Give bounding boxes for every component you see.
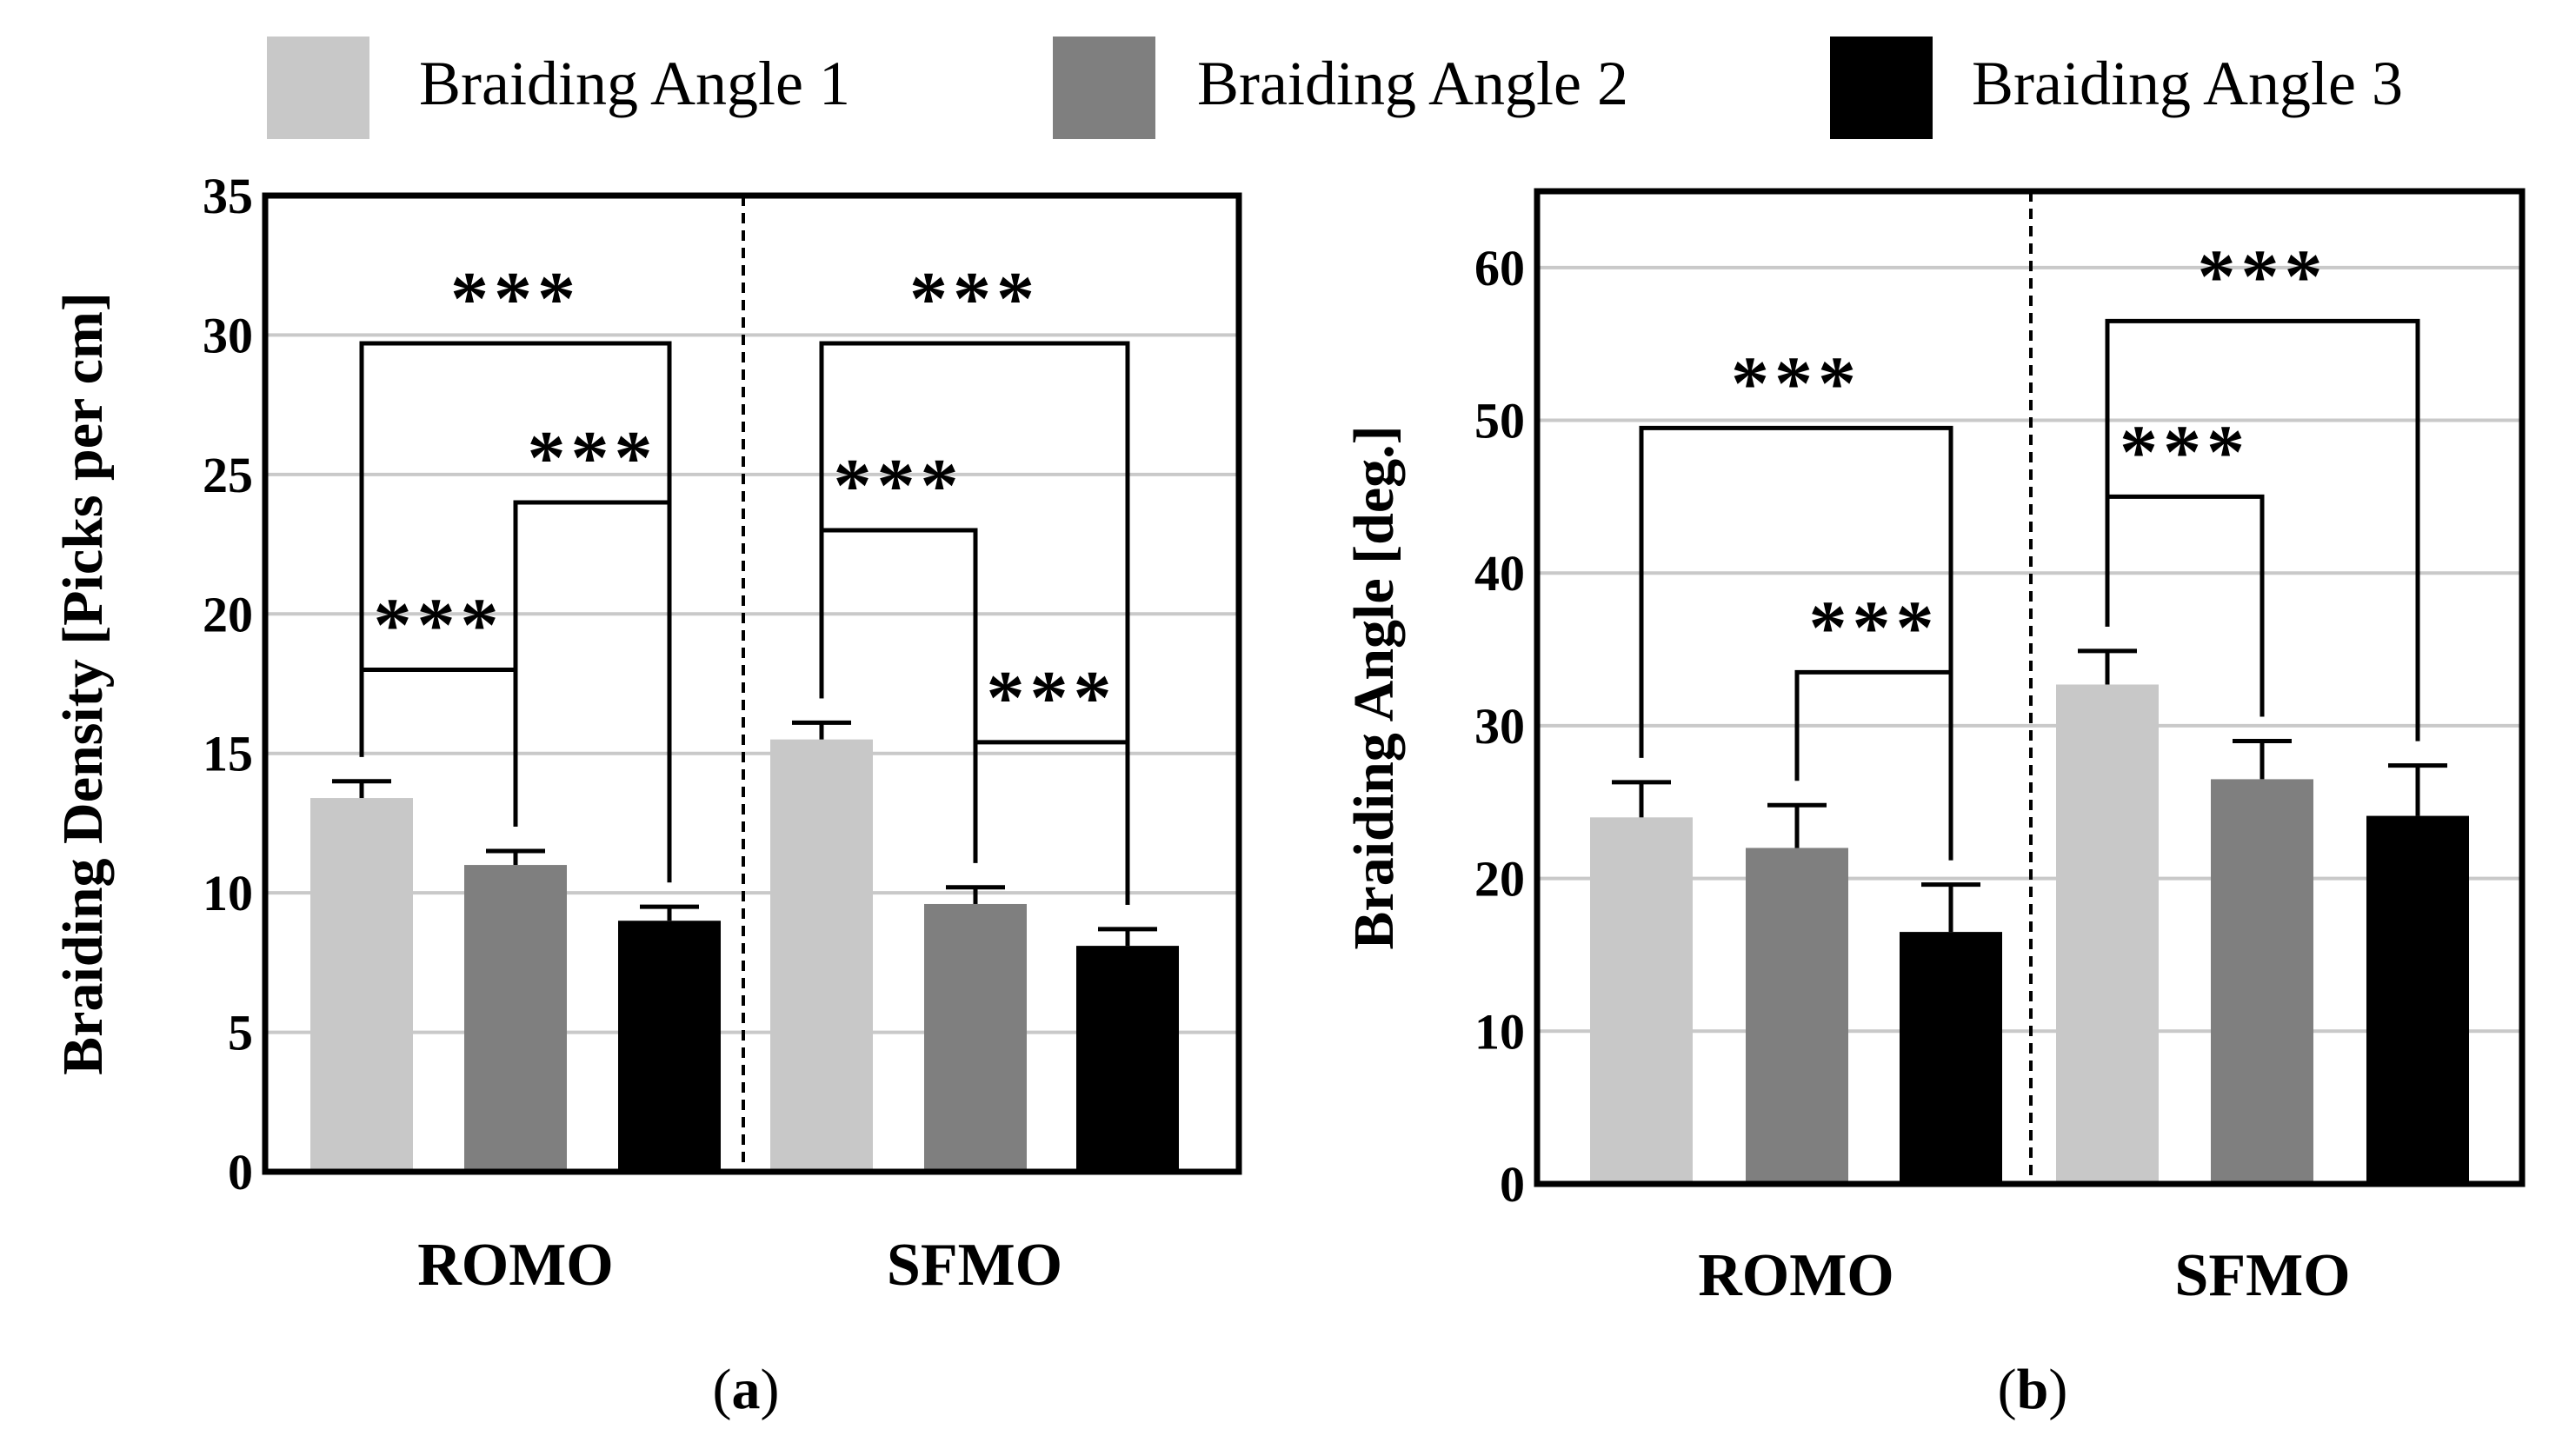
y-tick-label: 15 bbox=[203, 726, 253, 782]
significance-stars: *** bbox=[450, 257, 581, 342]
y-tick-label: 30 bbox=[203, 307, 253, 363]
significance-stars: *** bbox=[987, 656, 1117, 741]
bars bbox=[1590, 648, 2469, 1184]
significance-bracket bbox=[359, 341, 672, 883]
bar bbox=[310, 798, 413, 1172]
bar bbox=[2056, 684, 2159, 1184]
gridlines bbox=[1537, 265, 2522, 1034]
y-tick-label: 10 bbox=[1474, 1003, 1525, 1060]
bars bbox=[310, 720, 1179, 1172]
significance-stars: *** bbox=[528, 416, 658, 501]
legend-label-2: Braiding Angle 2 bbox=[1197, 49, 1628, 118]
bar bbox=[770, 739, 873, 1172]
bar bbox=[464, 865, 567, 1172]
panel-label: (a) bbox=[713, 1358, 780, 1421]
x-category-label: SFMO bbox=[2174, 1242, 2350, 1309]
panel-a: 0 5 10 15 20 25 30 35 Braiding Density [Picks pe… bbox=[51, 168, 1242, 1421]
x-category-label: ROMO bbox=[1698, 1242, 1894, 1309]
bar bbox=[1746, 848, 1848, 1184]
y-tick-label: 50 bbox=[1474, 393, 1525, 449]
y-tick-label: 10 bbox=[203, 865, 253, 921]
bar bbox=[2366, 815, 2469, 1184]
y-tick-label: 5 bbox=[228, 1005, 253, 1061]
y-tick-label: 25 bbox=[203, 447, 253, 503]
significance-bracket bbox=[819, 341, 1130, 905]
x-category-label: SFMO bbox=[887, 1232, 1062, 1299]
significance-bracket bbox=[973, 740, 1130, 905]
legend-swatch-2 bbox=[1053, 37, 1155, 139]
plot-frame bbox=[1534, 188, 2526, 1187]
significance-stars: *** bbox=[2120, 410, 2250, 495]
significance-stars: *** bbox=[1809, 586, 1940, 670]
significance-brackets: *** *** *** *** bbox=[1639, 235, 2420, 861]
panel-label-open: ( bbox=[1998, 1358, 2017, 1421]
y-tick-labels: 0 5 10 15 20 25 30 35 bbox=[203, 168, 253, 1200]
y-tick-label: 35 bbox=[203, 168, 253, 224]
y-tick-label: 30 bbox=[1474, 698, 1525, 755]
significance-stars: *** bbox=[374, 583, 504, 668]
significance-bracket bbox=[1794, 669, 1953, 861]
bar bbox=[1900, 932, 2002, 1184]
y-tick-labels: 0 10 20 30 40 50 60 bbox=[1474, 240, 1525, 1213]
bar bbox=[618, 921, 721, 1172]
y-tick-label: 60 bbox=[1474, 240, 1525, 296]
bar bbox=[924, 903, 1027, 1172]
panel-label: (b) bbox=[1998, 1358, 2068, 1421]
y-tick-label: 0 bbox=[228, 1144, 253, 1200]
plot-frame bbox=[262, 192, 1242, 1175]
panel-label-close: ) bbox=[2048, 1358, 2067, 1421]
significance-stars: *** bbox=[2198, 235, 2328, 319]
legend-swatch-3 bbox=[1830, 37, 1933, 139]
y-axis-title: Braiding Density [Picks per cm] bbox=[51, 292, 115, 1075]
panel-label-letter: b bbox=[2017, 1358, 2049, 1421]
significance-brackets: *** *** *** *** *** *** bbox=[359, 257, 1130, 905]
y-tick-label: 0 bbox=[1500, 1156, 1525, 1213]
y-tick-label: 40 bbox=[1474, 545, 1525, 602]
panel-label-open: ( bbox=[713, 1358, 732, 1421]
legend-label-1: Braiding Angle 1 bbox=[419, 49, 850, 118]
bar bbox=[1590, 817, 1693, 1184]
significance-bracket bbox=[2105, 318, 2420, 741]
y-tick-label: 20 bbox=[203, 586, 253, 642]
significance-bracket bbox=[513, 500, 672, 883]
legend-label-3: Braiding Angle 3 bbox=[1972, 49, 2403, 118]
panel-label-close: ) bbox=[761, 1358, 780, 1421]
panel-label-letter: a bbox=[732, 1358, 761, 1421]
x-category-label: ROMO bbox=[417, 1232, 614, 1299]
significance-stars: *** bbox=[1731, 342, 1861, 426]
significance-bracket bbox=[1639, 425, 1953, 861]
significance-stars: *** bbox=[834, 444, 964, 529]
y-axis-title: Braiding Angle [deg.] bbox=[1342, 425, 1406, 949]
legend: Braiding Angle 1 Braiding Angle 2 Braiding… bbox=[267, 37, 2403, 139]
significance-bracket bbox=[2105, 494, 2265, 717]
y-tick-label: 20 bbox=[1474, 851, 1525, 908]
bar bbox=[2211, 779, 2313, 1184]
legend-swatch-1 bbox=[267, 37, 369, 139]
bar bbox=[1076, 946, 1179, 1172]
significance-stars: *** bbox=[909, 257, 1040, 342]
